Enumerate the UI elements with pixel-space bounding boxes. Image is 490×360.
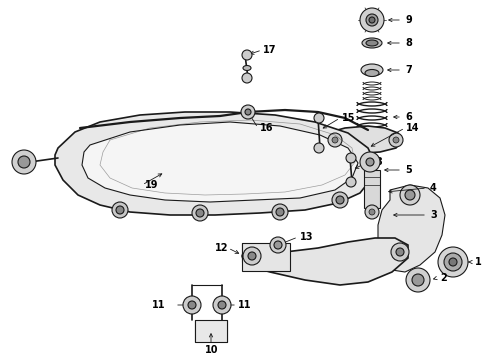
- Text: 14: 14: [406, 123, 419, 133]
- Circle shape: [272, 204, 288, 220]
- Polygon shape: [242, 238, 408, 285]
- Circle shape: [406, 268, 430, 292]
- Circle shape: [346, 177, 356, 187]
- Circle shape: [400, 185, 420, 205]
- Circle shape: [112, 202, 128, 218]
- Text: 17: 17: [263, 45, 276, 55]
- Text: 19: 19: [145, 180, 158, 190]
- Circle shape: [332, 137, 338, 143]
- Text: 4: 4: [430, 183, 437, 193]
- Text: 12: 12: [215, 243, 228, 253]
- Polygon shape: [328, 126, 402, 153]
- Text: 15: 15: [342, 113, 356, 123]
- Circle shape: [391, 243, 409, 261]
- Circle shape: [444, 253, 462, 271]
- Circle shape: [360, 8, 384, 32]
- Text: 11: 11: [151, 300, 165, 310]
- Circle shape: [242, 73, 252, 83]
- Circle shape: [393, 137, 399, 143]
- Circle shape: [274, 241, 282, 249]
- Text: 5: 5: [405, 165, 412, 175]
- Circle shape: [276, 208, 284, 216]
- Text: 3: 3: [430, 210, 437, 220]
- Ellipse shape: [243, 66, 251, 71]
- Circle shape: [366, 158, 374, 166]
- Bar: [242, 243, 290, 271]
- Circle shape: [241, 105, 255, 119]
- Circle shape: [360, 152, 380, 172]
- Text: 8: 8: [405, 38, 412, 48]
- Circle shape: [183, 296, 201, 314]
- Bar: [195, 320, 227, 342]
- Circle shape: [248, 252, 256, 260]
- Circle shape: [449, 258, 457, 266]
- Polygon shape: [82, 122, 358, 202]
- Circle shape: [405, 190, 415, 200]
- Circle shape: [328, 133, 342, 147]
- Circle shape: [245, 109, 251, 115]
- Text: 2: 2: [440, 273, 447, 283]
- Circle shape: [12, 150, 36, 174]
- Bar: [364, 170, 380, 208]
- Circle shape: [314, 143, 324, 153]
- Circle shape: [188, 301, 196, 309]
- Circle shape: [396, 248, 404, 256]
- Polygon shape: [55, 112, 375, 215]
- Circle shape: [213, 296, 231, 314]
- Ellipse shape: [365, 69, 379, 77]
- Circle shape: [196, 209, 204, 217]
- Ellipse shape: [361, 64, 383, 76]
- Circle shape: [365, 205, 379, 219]
- Circle shape: [389, 133, 403, 147]
- Text: 1: 1: [475, 257, 482, 267]
- Ellipse shape: [366, 40, 378, 46]
- Circle shape: [412, 274, 424, 286]
- Text: 11: 11: [238, 300, 251, 310]
- Circle shape: [366, 14, 378, 26]
- Circle shape: [369, 209, 375, 215]
- Text: 10: 10: [205, 345, 219, 355]
- Circle shape: [314, 113, 324, 123]
- Circle shape: [18, 156, 30, 168]
- Text: 18: 18: [370, 157, 384, 167]
- Circle shape: [218, 301, 226, 309]
- Text: 6: 6: [405, 112, 412, 122]
- Circle shape: [116, 206, 124, 214]
- Polygon shape: [378, 185, 445, 272]
- Text: 16: 16: [260, 123, 273, 133]
- Circle shape: [242, 50, 252, 60]
- Text: 7: 7: [405, 65, 412, 75]
- Circle shape: [346, 153, 356, 163]
- Text: 13: 13: [300, 232, 314, 242]
- Circle shape: [332, 192, 348, 208]
- Text: 9: 9: [405, 15, 412, 25]
- Circle shape: [243, 247, 261, 265]
- Circle shape: [336, 196, 344, 204]
- Circle shape: [270, 237, 286, 253]
- Circle shape: [438, 247, 468, 277]
- Ellipse shape: [362, 38, 382, 48]
- Circle shape: [369, 17, 375, 23]
- Circle shape: [192, 205, 208, 221]
